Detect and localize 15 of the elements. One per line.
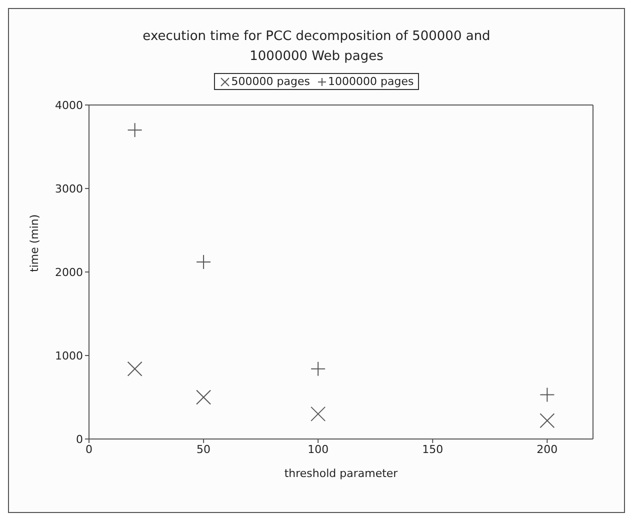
y-tick-label: 3000 <box>55 182 83 196</box>
y-tick-label: 2000 <box>55 266 83 279</box>
y-axis-title: time (min) <box>28 214 41 272</box>
x-axis-title: threshold parameter <box>284 467 398 480</box>
legend-label: 1000000 pages <box>328 75 414 88</box>
x-tick-label: 100 <box>308 442 329 456</box>
x-tick-label: 0 <box>86 442 92 456</box>
chart-title: execution time for PCC decomposition of 500000 and 1000000 Web pages <box>142 28 492 66</box>
x-tick-label: 50 <box>196 442 211 456</box>
y-tick-label: 4000 <box>55 98 83 112</box>
y-tick-label: 0 <box>76 432 83 446</box>
x-tick-label: 200 <box>536 442 558 456</box>
y-tick-label: 1000 <box>55 349 83 362</box>
legend-label: 500000 pages <box>231 75 310 88</box>
x-tick-label: 150 <box>422 442 444 456</box>
